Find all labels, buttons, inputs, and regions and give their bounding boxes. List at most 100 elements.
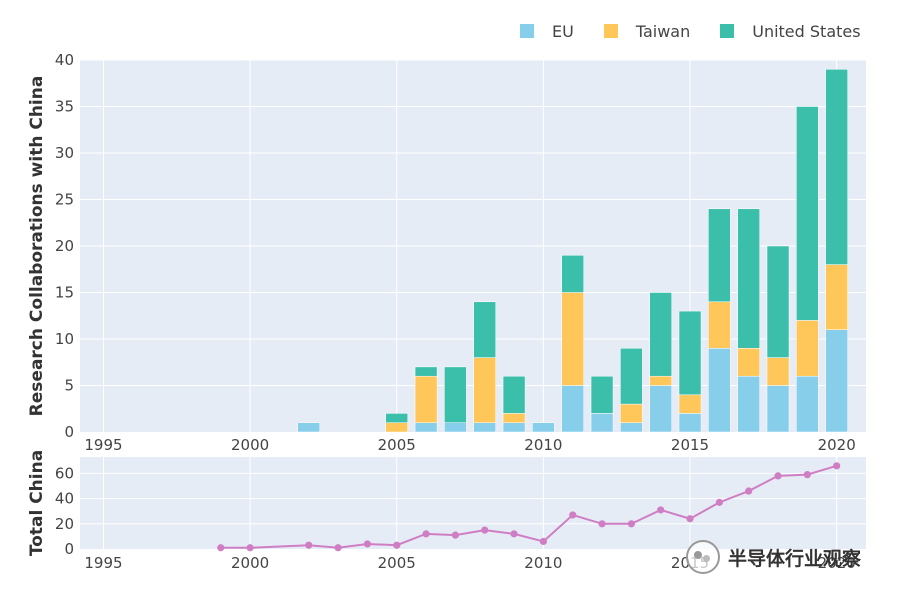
bar-eu-2018 [766,385,790,433]
bar-taiwan-2017 [737,348,760,377]
bar-chart-ytick-label: 5 [64,377,74,395]
bar-eu-2019 [796,375,819,433]
line-chart-ytick-label: 60 [55,464,74,482]
line-chart-xtick-label: 2000 [231,554,269,572]
bar-united-states-2011 [561,255,584,293]
bar-united-states-2005 [385,413,408,423]
total-china-point-2006 [422,530,430,538]
total-china-point-2020 [833,462,841,470]
bar-chart-xtick-label: 2020 [818,436,856,454]
bar-united-states-2014 [649,292,672,377]
bar-chart-xtick-label: 1995 [84,436,122,454]
bar-chart-xtick-label: 2010 [524,436,562,454]
line-chart-xtick-label: 1995 [84,554,122,572]
total-china-point-2007 [451,531,460,539]
bar-eu-2015 [678,413,702,433]
bar-eu-2017 [737,375,760,433]
bar-united-states-2008 [473,301,496,358]
bar-chart-xtick-label: 2015 [671,436,709,454]
bar-chart-ytick-label: 40 [55,51,74,69]
bar-taiwan-2006 [414,375,438,423]
line-chart-plot-area [80,457,866,549]
legend-label-united-states: United States [752,21,861,41]
bar-taiwan-2005 [385,422,408,433]
bar-united-states-2018 [766,245,790,358]
bar-chart-xtick-label: 2000 [231,436,269,454]
bar-united-states-2016 [708,208,731,303]
bar-united-states-2017 [737,208,760,349]
legend-label-eu: EU [552,21,574,41]
bar-eu-2009 [502,422,526,433]
total-china-point-2011 [569,511,577,519]
bar-chart-ytick-label: 0 [64,423,74,441]
bar-taiwan-2016 [708,301,731,349]
bar-taiwan-2013 [620,403,643,423]
total-china-point-1999 [217,544,225,552]
bar-eu-2014 [649,385,672,433]
total-china-point-2004 [363,540,372,548]
bar-taiwan-2019 [796,320,819,377]
legend-swatch-united-states [720,24,735,38]
watermark: 半导体行业观察 [686,540,861,574]
bar-united-states-2007 [444,366,467,423]
total-china-point-2016 [715,498,723,506]
total-china-point-2019 [803,471,811,479]
total-china-point-2017 [745,487,753,495]
total-china-point-2002 [305,541,313,549]
line-chart-xtick-label: 2020 [818,554,856,572]
bar-chart-ylabel: Research Collaborations with China [27,76,47,417]
total-china-point-2015 [686,515,694,523]
bar-eu-2006 [414,422,438,433]
bar-eu-2011 [561,385,584,433]
bar-united-states-2012 [590,375,614,414]
bar-chart-xtick-label: 2005 [378,436,416,454]
total-china-point-2000 [246,544,254,552]
bar-eu-2012 [590,413,614,433]
bar-united-states-2006 [414,366,438,377]
bar-chart-ytick-label: 15 [55,284,74,302]
line-chart-ytick-label: 20 [55,515,74,533]
bar-taiwan-2008 [473,357,496,423]
bar-taiwan-2011 [561,292,584,386]
line-chart-ytick-label: 0 [64,540,74,558]
bar-taiwan-2018 [766,357,790,386]
legend-item-taiwan[interactable]: Taiwan [603,21,691,41]
bar-eu-2016 [708,348,731,433]
legend-label-taiwan: Taiwan [635,21,691,41]
legend-item-united-states[interactable]: United States [720,21,861,41]
total-china-point-2008 [481,526,489,534]
bar-united-states-2015 [678,310,702,396]
total-china-point-2013 [627,520,635,528]
total-china-point-2012 [598,520,606,528]
line-chart-ytick-label: 40 [55,490,74,508]
legend-swatch-taiwan [603,24,618,38]
bar-eu-2007 [444,422,467,433]
line-chart-xtick-label: 2010 [524,554,562,572]
bar-chart-ytick-label: 10 [55,330,74,348]
total-china-point-2005 [393,541,401,549]
bar-taiwan-2020 [825,264,848,330]
line-chart-xtick-label: 2005 [378,554,416,572]
total-china-point-2010 [539,537,547,546]
bar-united-states-2020 [825,69,848,265]
total-china-point-2018 [774,472,782,480]
bar-united-states-2019 [796,106,819,321]
bar-eu-2010 [532,422,555,433]
watermark-text: 半导体行业观察 [728,547,862,570]
legend-item-eu[interactable]: EU [520,22,574,41]
bar-chart-ytick-label: 25 [55,191,74,209]
bar-eu-2020 [825,329,848,433]
bar-eu-2002 [297,422,321,433]
bar-united-states-2013 [620,348,643,405]
bar-chart-ytick-label: 35 [55,98,74,116]
bar-taiwan-2014 [649,375,672,386]
bar-eu-2013 [620,422,643,433]
legend-swatch-eu [520,24,534,38]
bar-chart-ytick-label: 30 [55,144,74,162]
wechat-icon [686,540,720,574]
line-chart-ylabel: Total China [27,450,47,556]
total-china-point-2003 [334,544,342,552]
legend: EU Taiwan United States [520,20,891,42]
bar-taiwan-2009 [502,413,526,423]
